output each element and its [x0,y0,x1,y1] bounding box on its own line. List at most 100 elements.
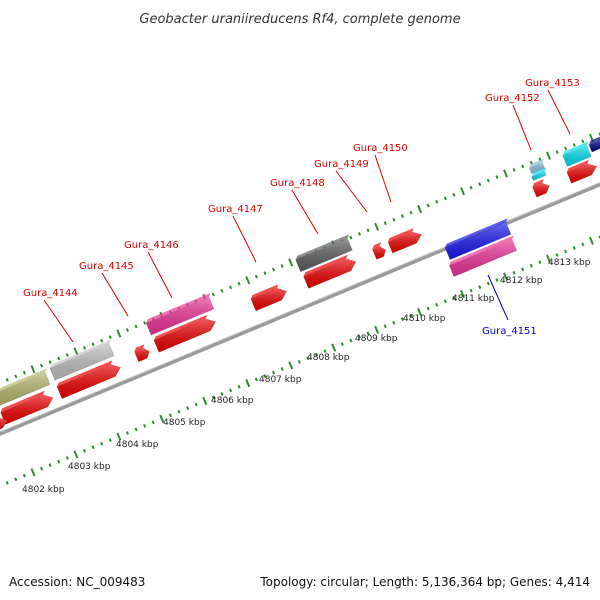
inner-tick [40,466,44,471]
red-arrow-bevel [153,314,208,341]
gene-label-gura-4146[interactable]: Gura_4146 [124,240,179,251]
outer-tick [48,360,52,364]
inner-tick [14,477,18,482]
inner-tick [91,445,95,450]
inner-tick [538,260,542,265]
scale-label: 4811 kbp [452,294,495,304]
outer-tick [40,363,44,368]
inner-tick [340,342,344,346]
scale-label: 4803 kbp [68,462,111,472]
outer-tick [5,378,9,382]
inner-tick [435,303,439,307]
blue-block-bevel [445,218,508,248]
pink-block-lower-bevel [449,235,514,266]
outer-tick [564,146,568,151]
outer-tick [443,196,447,201]
outer-tick [478,182,482,186]
leader-line [291,189,319,235]
inner-tick [512,271,516,275]
gene-label-gura-4149[interactable]: Gura_4149 [314,159,369,170]
leader-line [335,170,368,213]
outer-tick [357,232,361,236]
outer-tick [263,271,267,275]
outer-tick [82,345,87,350]
inner-tick [245,379,251,388]
outer-tick [469,185,473,190]
scale-label: 4807 kbp [259,375,302,385]
inner-tick [588,236,594,245]
inner-tick [229,388,233,393]
scale-label: 4812 kbp [500,276,543,286]
label-leader-lines [43,89,571,343]
map-title: Geobacter uraniireducens Rf4, complete g… [139,12,460,27]
inner-tick [297,359,301,364]
inner-tick [357,335,361,339]
outer-tick [486,178,490,183]
outer-tick [495,175,499,179]
inner-tick [5,481,9,485]
leader-line [547,89,571,135]
backbone-line [0,182,600,436]
inner-tick [220,392,224,396]
topology-text: Topology: circular; Length: 5,136,364 bp… [259,575,590,589]
outer-tick [229,285,233,290]
red-arrow-shade [372,246,386,260]
inner-tick [194,402,198,407]
olive-block-bevel [0,368,47,392]
scale-label: 4813 kbp [548,258,591,268]
inner-tick [116,432,122,441]
gene-label-gura-4147[interactable]: Gura_4147 [208,204,263,215]
gene-label-gura-4148[interactable]: Gura_4148 [270,178,325,189]
gene-label-gura-4144[interactable]: Gura_4144 [23,288,78,299]
outer-tick [417,204,423,214]
outer-tick [366,228,370,233]
gene-labels: Gura_4144 Gura_4145 Gura_4146 Gura_4147 … [23,78,580,337]
dark-grey-block-bevel [295,234,349,260]
inner-tick [271,370,276,375]
outer-tick [108,335,112,340]
leader-line [512,104,532,151]
gene-label-gura-4151[interactable]: Gura_4151 [482,326,537,337]
outer-tick [546,151,551,160]
outer-tick [30,365,36,374]
outer-tick [383,221,387,226]
inner-tick [22,473,26,478]
leader-line [232,215,257,263]
light-blue-block-shade [529,162,545,174]
scale-label: 4810 kbp [403,314,446,324]
scale-label: 4808 kbp [307,353,350,363]
inner-tick [151,420,155,425]
inner-tick [82,448,87,453]
red-arrow-bevel [566,159,589,173]
red-arrow-bevel [387,228,414,242]
genome-backbone [0,181,600,436]
outer-tick [65,353,69,357]
inner-tick [392,320,396,325]
red-arrow-shade [0,418,8,430]
outer-tick [143,321,147,325]
inner-tick [521,267,525,272]
inner-tick [177,409,181,414]
inner-tick [460,290,466,299]
inner-tick [323,349,327,354]
red-arrow-shade [0,394,53,425]
outer-tick [100,338,104,343]
red-arrow-bevel [250,284,279,299]
outer-tick [521,164,525,169]
inner-tick [417,307,423,317]
scale-label: 4805 kbp [163,418,206,428]
pink-block-lower-shade [449,239,517,277]
red-arrow-shade [387,232,422,254]
outer-tick [220,289,224,293]
inner-tick [426,306,430,311]
gene-label-gura-4150[interactable]: Gura_4150 [353,143,408,154]
inner-tick [366,331,370,336]
outer-tick [134,324,138,329]
inner-tick [443,299,447,304]
inner-tick [546,254,551,263]
gene-label-gura-4145[interactable]: Gura_4145 [79,261,134,272]
gene-label-gura-4153[interactable]: Gura_4153 [525,78,580,89]
gene-label-gura-4152[interactable]: Gura_4152 [485,93,540,104]
grey-block-shade [49,343,115,381]
inner-tick [400,317,404,322]
